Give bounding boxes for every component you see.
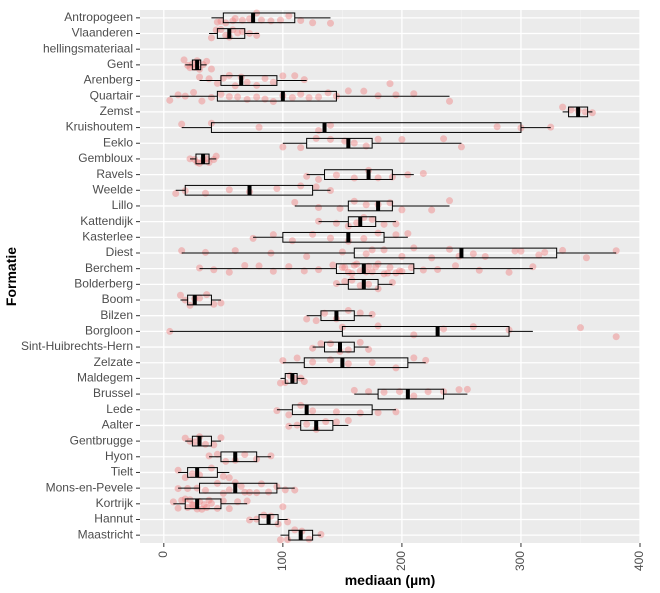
y-tick-label: Borgloon	[85, 324, 133, 338]
y-tick-label: Aalter	[102, 418, 133, 432]
y-tick-label: Quartair	[90, 88, 133, 102]
y-tick-label: Hyon	[105, 449, 133, 463]
y-tick-label: hellingsmateriaal	[43, 41, 133, 55]
x-axis-title: mediaan (µm)	[345, 572, 436, 588]
x-tick-label: 100	[275, 551, 289, 571]
y-tick-label: Weelde	[93, 182, 134, 196]
y-tick-label: Zelzate	[94, 355, 134, 369]
y-tick-label: Maastricht	[78, 527, 134, 541]
y-tick-label: Lillo	[112, 198, 134, 212]
y-tick-label: Diest	[106, 245, 134, 259]
y-tick-label: Lede	[106, 402, 133, 416]
x-tick-label: 300	[513, 551, 527, 571]
y-tick-label: Gentbrugge	[70, 433, 134, 447]
y-tick-label: Gembloux	[78, 151, 133, 165]
y-tick-label: Brussel	[93, 386, 133, 400]
y-tick-label: Kortrijk	[96, 496, 134, 510]
y-tick-label: Antropogeen	[64, 10, 133, 24]
y-tick-label: Tielt	[111, 465, 134, 479]
boxplot-chart: 0 100 200 300 400 Antropogeen Vlaanderenhellin…	[0, 0, 660, 593]
y-tick-label: Berchem	[85, 261, 133, 275]
y-tick-label: Boom	[102, 292, 133, 306]
plot-panel	[140, 10, 640, 543]
y-tick-label: Bilzen	[100, 308, 133, 322]
y-tick-label: Ravels	[96, 167, 133, 181]
y-tick-label: Eeklo	[103, 135, 133, 149]
y-tick-label: Kruishoutem	[66, 120, 133, 134]
y-tick-label: Kattendijk	[80, 214, 134, 228]
y-tick-label: Gent	[107, 57, 134, 71]
y-tick-label: Kasterlee	[82, 229, 133, 243]
y-axis-title: Formatie	[3, 247, 19, 306]
y-tick-label: Vlaanderen	[72, 26, 133, 40]
y-tick-label: Hannut	[94, 512, 133, 526]
y-tick-label: Sint-Huibrechts-Hern	[21, 339, 133, 353]
y-tick-label: Mons-en-Pevele	[46, 480, 134, 494]
y-tick-label: Maldegem	[77, 371, 133, 385]
y-tick-label: Bolderberg	[74, 277, 133, 291]
y-tick-label: Arenberg	[84, 73, 133, 87]
x-tick-label: 0	[156, 551, 170, 558]
x-tick-label: 400	[632, 551, 646, 571]
x-tick-label: 200	[394, 551, 408, 571]
y-tick-label: Zemst	[100, 104, 134, 118]
